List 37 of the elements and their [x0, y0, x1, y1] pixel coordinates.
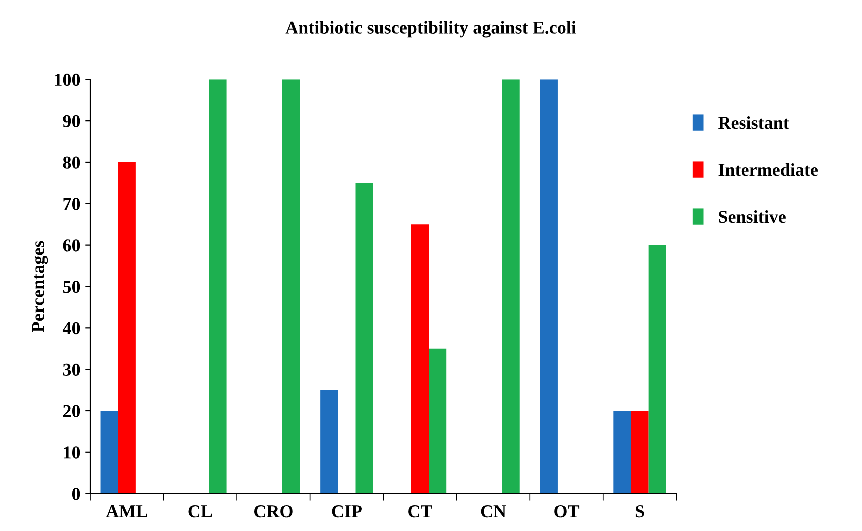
- bar: [648, 245, 666, 494]
- y-tick-label: 40: [62, 322, 80, 335]
- bar: [118, 162, 136, 494]
- y-tick-label: 10: [64, 446, 80, 459]
- bar: [502, 80, 520, 494]
- x-tick-label: CRO: [254, 506, 293, 518]
- y-tick-label: 70: [64, 198, 80, 210]
- bar: [356, 183, 374, 494]
- x-tick-label: CIP: [332, 506, 362, 518]
- y-tick-label: 20: [63, 405, 80, 418]
- bar: [631, 410, 649, 494]
- y-tick-label: 50: [63, 280, 80, 294]
- x-tick-label: S: [636, 506, 644, 518]
- bar: [411, 224, 430, 494]
- y-axis-title: Percentages: [32, 241, 48, 332]
- x-tick-label: CL: [188, 506, 212, 518]
- y-tick-label: 90: [63, 115, 80, 128]
- bar: [100, 410, 118, 494]
- legend-label: Intermediate: [718, 163, 818, 176]
- bar: [614, 410, 632, 494]
- x-tick-label: OT: [554, 506, 580, 518]
- bar: [282, 80, 300, 494]
- y-tick-label: 30: [63, 364, 80, 376]
- y-tick-label: 60: [63, 240, 80, 252]
- bar: [540, 80, 558, 494]
- x-tick-label: AML: [106, 506, 148, 518]
- bar: [209, 80, 227, 494]
- legend-label: Resistant: [718, 116, 790, 130]
- y-tick-label: 0: [72, 488, 80, 500]
- bar: [320, 390, 338, 494]
- y-tick-label: 100: [55, 74, 80, 86]
- x-tick-label: CN: [481, 506, 506, 518]
- chart-title: Antibiotic susceptibility against E.coli: [286, 21, 576, 38]
- bar: [429, 348, 447, 494]
- x-tick-label: CT: [408, 506, 432, 518]
- legend-label: Sensitive: [719, 210, 786, 224]
- y-tick-label: 80: [63, 156, 80, 169]
